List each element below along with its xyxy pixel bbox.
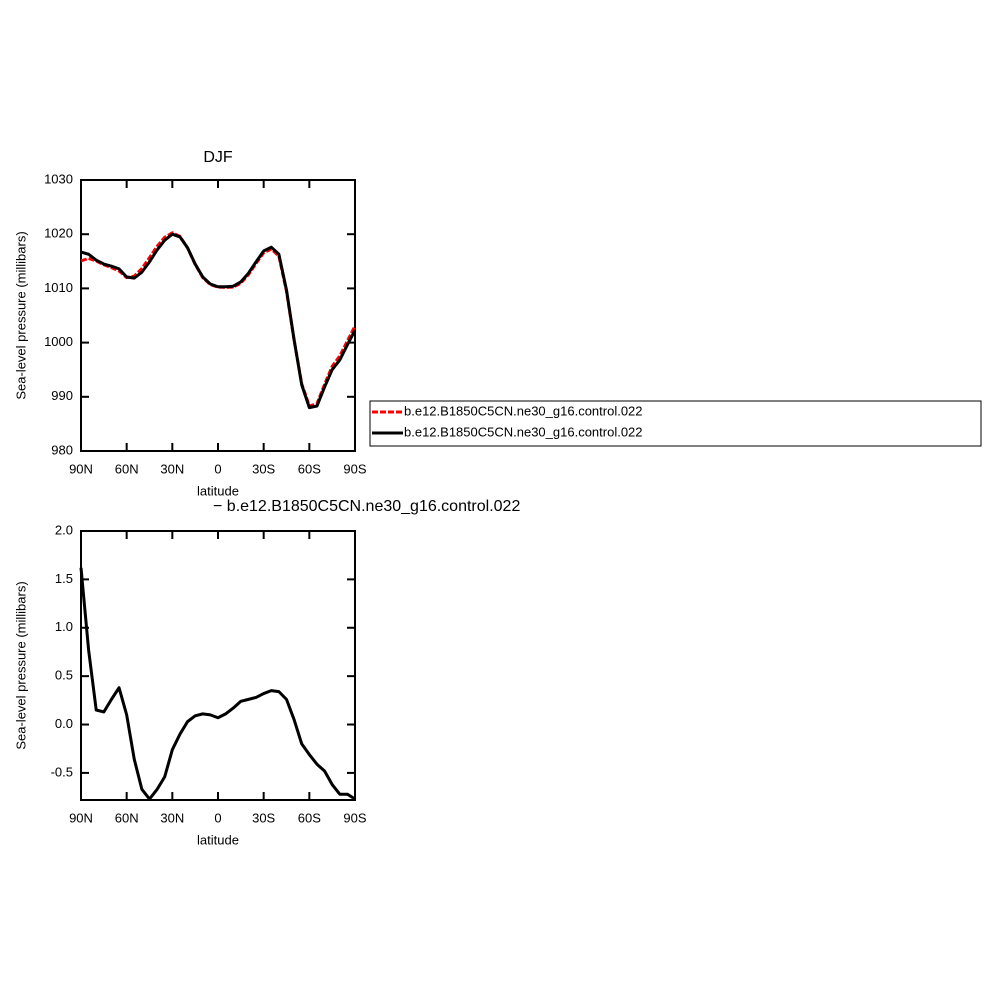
x-tick-label: 90N	[69, 461, 93, 476]
x-tick-label: 60N	[115, 810, 139, 825]
y-tick-label: 990	[51, 388, 73, 403]
y-tick-label: 1030	[44, 171, 73, 186]
legend-box	[369, 400, 982, 447]
chart-title: − b.e12.B1850C5CN.ne30_g16.control.022	[213, 498, 520, 515]
x-tick-label: 60N	[115, 461, 139, 476]
y-tick-label: 1020	[44, 226, 73, 241]
legend-label: b.e12.B1850C5CN.ne30_g16.control.022	[404, 424, 643, 439]
x-tick-label: 90S	[343, 461, 366, 476]
x-tick-label: 30N	[160, 810, 184, 825]
x-tick-label: 30S	[252, 461, 275, 476]
x-axis-label: latitude	[197, 832, 239, 847]
x-tick-label: 90S	[343, 810, 366, 825]
plot-frame	[80, 530, 356, 801]
x-tick-label: 0	[214, 461, 221, 476]
y-tick-label: 1.0	[55, 619, 73, 634]
x-tick-label: 60S	[298, 461, 321, 476]
legend-label: b.e12.B1850C5CN.ne30_g16.control.022	[404, 403, 643, 418]
x-tick-label: 30S	[252, 810, 275, 825]
series-line	[79, 567, 356, 801]
x-tick-label: 90N	[69, 810, 93, 825]
y-tick-label: 1.5	[55, 571, 73, 586]
x-axis-label: latitude	[197, 483, 239, 498]
y-tick-label: 1010	[44, 280, 73, 295]
y-tick-label: 0.5	[55, 668, 73, 683]
y-tick-label: -0.5	[51, 764, 73, 779]
x-tick-label: 60S	[298, 810, 321, 825]
y-tick-label: 0.0	[55, 716, 73, 731]
x-tick-label: 0	[214, 810, 221, 825]
plot-frame	[80, 179, 356, 452]
y-tick-label: 980	[51, 442, 73, 457]
x-tick-label: 30N	[160, 461, 184, 476]
y-tick-label: 2.0	[55, 522, 73, 537]
chart-title: DJF	[203, 149, 233, 166]
series-line	[80, 231, 357, 408]
y-axis-label: Sea-level pressure (millibars)	[13, 581, 28, 749]
series-line	[80, 232, 357, 410]
y-axis-label: Sea-level pressure (millibars)	[13, 231, 28, 399]
y-tick-label: 1000	[44, 334, 73, 349]
